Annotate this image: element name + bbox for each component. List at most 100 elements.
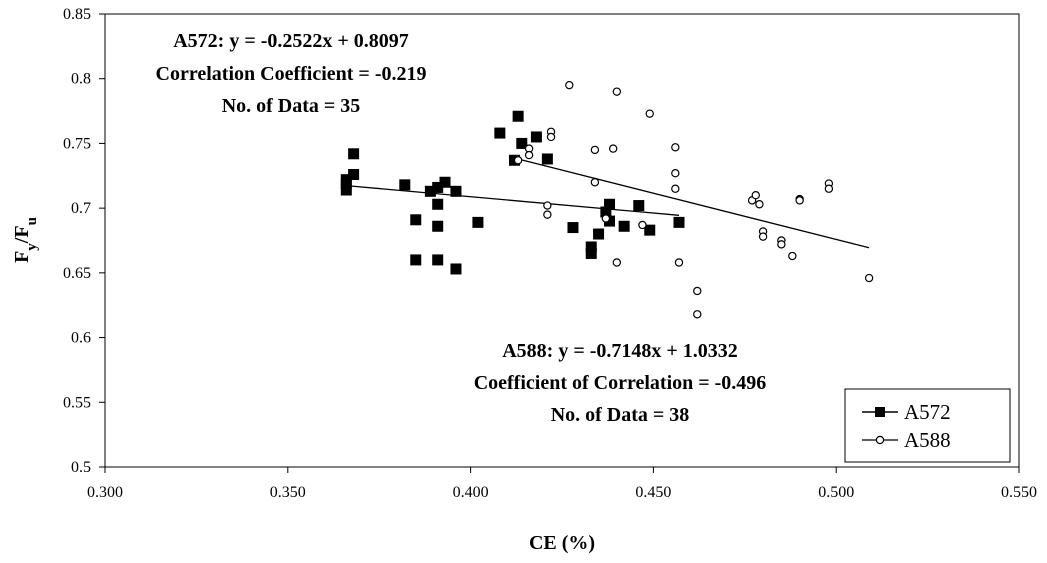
data-point-a572 [432,181,444,193]
trendline-a588 [517,158,870,249]
data-point-a588 [543,210,552,219]
data-point-a572 [604,198,616,210]
data-point-a588 [674,258,684,267]
data-point-a588 [751,190,760,200]
data-point-a588 [524,150,534,160]
data-point-a588 [565,80,574,90]
legend-box [844,388,1011,463]
data-point-a588 [590,145,600,155]
data-point-a572 [585,241,597,253]
y-tick-label: 0.75 [63,135,91,152]
data-point-a588 [824,184,834,193]
data-point-a572 [410,254,422,266]
data-point-a588 [638,220,647,230]
y-axis-ticks: 0.5 0.55 0.6 0.65 0.7 0.75 0.8 0.85 [63,6,105,476]
data-point-a572 [618,220,630,232]
data-point-a588 [795,196,804,205]
y-tick-label: 0.7 [71,200,91,217]
data-point-a572 [516,137,528,149]
y-tick-label: 0.5 [71,459,91,476]
data-point-a572 [673,216,685,228]
data-point-a572 [450,263,462,275]
data-point-a572 [512,110,524,122]
data-point-a588 [612,258,622,267]
data-point-a588 [543,201,552,210]
data-point-a572 [410,214,422,226]
y-tick-label: 0.6 [71,330,91,347]
a572-annotation: A572: y = -0.2522x + 0.8097 Correlation … [156,30,427,117]
data-point-a572 [399,179,411,191]
data-point-a588 [590,178,600,187]
a588-annotation: A588: y = -0.7148x + 1.0332 Coefficient … [474,340,767,426]
data-point-a572 [633,200,645,212]
a572-annotation-line-1: A572: y = -0.2522x + 0.8097 [173,30,409,52]
legend: A572 A588 [844,388,1011,463]
legend-a588-label: A588 [904,428,951,452]
data-point-a572 [348,168,360,180]
x-tick-label: 0.350 [270,484,306,501]
data-point-a572 [494,127,506,139]
trendlines [346,158,870,249]
x-axis-ticks: 0.300 0.350 0.400 0.450 0.500 0.550 [87,467,1037,501]
y-tick-label: 0.55 [63,394,91,411]
a588-annotation-line-3: No. of Data = 38 [551,404,690,426]
data-point-a588 [601,214,611,223]
data-point-a572 [340,174,352,186]
data-point-a572 [424,185,436,197]
data-point-a572 [541,153,553,165]
data-point-a588 [788,251,797,261]
y-tick-label: 0.85 [63,6,91,23]
data-point-a588 [671,168,680,178]
data-point-a588 [671,184,680,193]
data-point-a588 [513,156,523,165]
a588-annotation-line-1: A588: y = -0.7148x + 1.0332 [502,340,738,362]
a572-annotation-line-2: Correlation Coefficient = -0.219 [156,63,427,85]
x-tick-label: 0.300 [87,484,123,501]
data-point-a572 [348,148,360,160]
data-point-a572 [439,176,451,188]
data-point-a572 [432,220,444,232]
legend-item-a572: A572 [862,400,951,424]
trendline-a572 [346,184,680,216]
y-axis-title-slash: /F [11,225,33,244]
x-tick-label: 0.400 [453,484,489,501]
data-point-a572 [450,185,462,197]
plot-area-frame [104,13,1020,468]
a588-annotation-line-2: Coefficient of Correlation = -0.496 [474,372,767,394]
data-point-a588 [864,273,874,283]
x-axis-title: CE (%) [529,532,595,554]
data-point-a588 [693,310,702,319]
data-point-a588 [693,286,702,296]
data-point-a588 [755,200,764,209]
data-point-a572 [604,215,616,227]
y-axis-title-base: F [11,251,33,263]
x-tick-label: 0.550 [1001,484,1037,501]
data-point-a588 [546,132,556,142]
legend-a588-marker [875,435,885,445]
data-point-a572 [530,131,542,143]
y-axis-title: Fy/Fu [11,217,40,263]
data-point-a588 [777,240,786,249]
data-point-a572 [432,198,444,210]
data-point-a588 [612,87,622,96]
legend-a572-label: A572 [904,400,951,424]
y-tick-label: 0.8 [71,71,91,88]
data-point-a572 [432,254,444,266]
data-point-a572 [600,206,612,218]
data-point-a572 [340,184,352,196]
data-point-a588 [758,232,768,241]
y-axis-title-sub-y: y [24,243,40,251]
data-point-a588 [645,109,654,118]
data-point-a572 [585,247,597,259]
data-point-a572 [644,224,656,236]
x-tick-label: 0.450 [635,484,671,501]
data-point-a572 [567,222,579,234]
data-point-a588 [608,144,618,153]
data-point-a588 [671,143,680,152]
y-axis-title-sub-u: u [24,217,40,225]
data-point-a572 [472,216,484,228]
data-point-a572 [593,228,605,240]
legend-item-a588: A588 [862,428,951,452]
